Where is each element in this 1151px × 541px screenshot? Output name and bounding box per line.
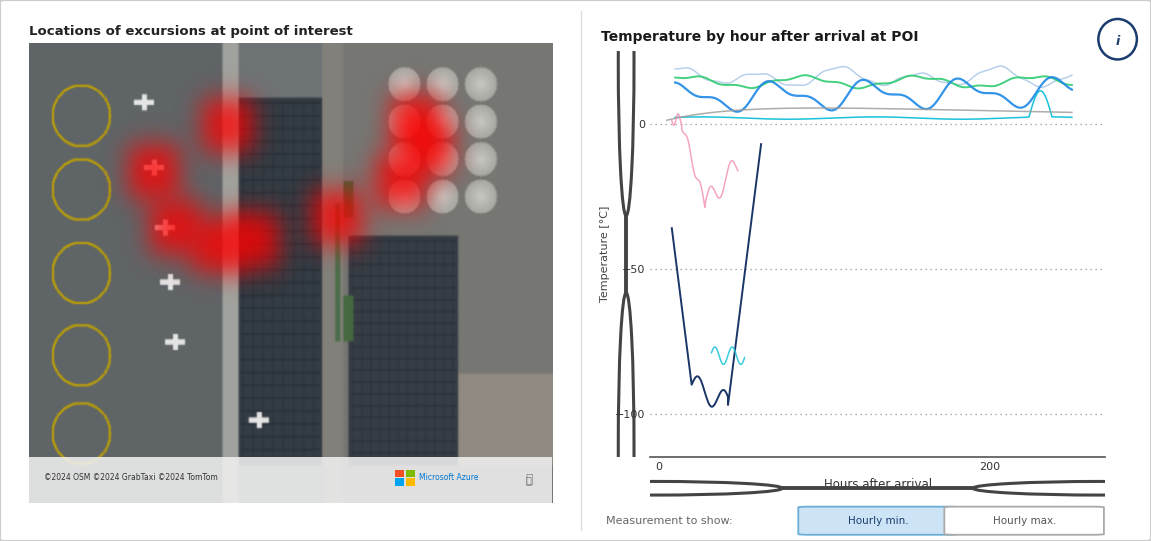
Bar bbox=[396, 470, 404, 477]
Bar bbox=[396, 478, 404, 486]
Circle shape bbox=[1098, 19, 1137, 60]
Text: Locations of excursions at point of interest: Locations of excursions at point of inte… bbox=[29, 25, 352, 38]
Circle shape bbox=[618, 0, 634, 216]
Text: Hourly max.: Hourly max. bbox=[992, 516, 1057, 526]
Circle shape bbox=[973, 481, 1151, 495]
Circle shape bbox=[527, 481, 783, 495]
Text: Hourly min.: Hourly min. bbox=[848, 516, 908, 526]
Text: Measurement to show:: Measurement to show: bbox=[607, 516, 733, 526]
Text: 💬: 💬 bbox=[526, 475, 532, 485]
Bar bbox=[29, 457, 552, 503]
Bar bbox=[406, 478, 414, 486]
X-axis label: Hours after arrival: Hours after arrival bbox=[824, 478, 931, 491]
FancyBboxPatch shape bbox=[944, 506, 1104, 535]
Text: Microsoft Azure: Microsoft Azure bbox=[419, 473, 479, 482]
Y-axis label: Temperature [°C]: Temperature [°C] bbox=[600, 206, 610, 302]
Text: ©2024 OSM ©2024 GrabTaxi ©2024 TomTom: ©2024 OSM ©2024 GrabTaxi ©2024 TomTom bbox=[45, 473, 219, 483]
Text: i: i bbox=[1115, 35, 1120, 48]
Circle shape bbox=[618, 293, 634, 541]
Text: ⬜: ⬜ bbox=[525, 473, 533, 486]
FancyBboxPatch shape bbox=[799, 506, 958, 535]
Bar bbox=[406, 470, 414, 477]
Text: Temperature by hour after arrival at POI: Temperature by hour after arrival at POI bbox=[601, 30, 918, 44]
